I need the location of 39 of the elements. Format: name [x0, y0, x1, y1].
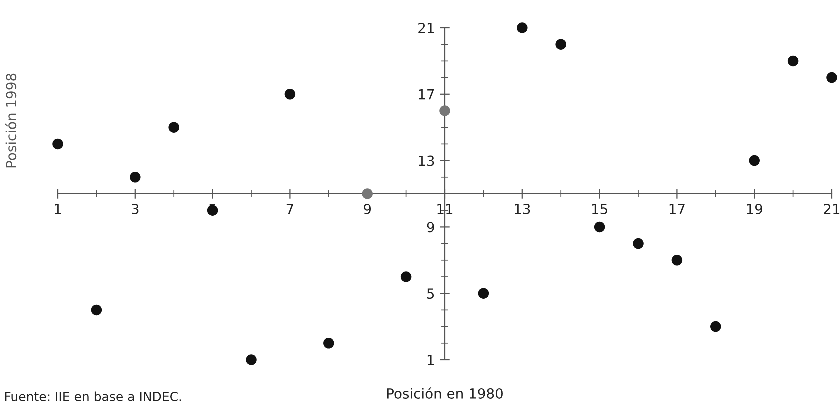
point	[130, 172, 141, 183]
point	[284, 89, 296, 100]
point	[594, 222, 606, 233]
point	[478, 288, 490, 299]
y-tick-label: 5	[428, 288, 434, 300]
x-tick-label: 7	[286, 204, 294, 214]
x-tick-label: 3	[132, 204, 139, 214]
point	[91, 304, 102, 316]
x-axis-title: Posición en 1980	[387, 388, 503, 399]
point	[556, 39, 566, 50]
x-tick-label: 13	[515, 204, 530, 214]
point	[826, 72, 838, 84]
point	[710, 321, 722, 332]
point	[362, 188, 373, 200]
x-tick-label: 17	[670, 204, 685, 214]
point	[207, 205, 218, 216]
y-tick-label: 21	[418, 22, 434, 34]
x-tick-label: 9	[364, 204, 372, 214]
point	[440, 106, 450, 116]
point	[749, 155, 760, 166]
y-tick-label: 9	[427, 222, 434, 233]
point	[168, 122, 180, 133]
y-axis-title: Posición 1998	[5, 74, 17, 168]
source-note: Fuente: IIE en base a INDEC.	[5, 392, 182, 402]
point	[400, 272, 412, 282]
point	[324, 338, 334, 349]
x-tick-label: 19	[747, 204, 762, 214]
x-tick-label: 1	[55, 204, 62, 214]
y-tick-label: 13	[419, 156, 434, 166]
x-tick-label: 21	[824, 204, 840, 214]
point	[246, 354, 257, 366]
point	[633, 238, 644, 250]
y-tick-label: 17	[419, 90, 434, 100]
point	[52, 138, 64, 150]
x-tick-label: 15	[592, 204, 608, 214]
y-tick-label: 1	[428, 355, 434, 366]
point	[517, 22, 528, 34]
point	[672, 255, 683, 266]
point	[788, 56, 799, 67]
